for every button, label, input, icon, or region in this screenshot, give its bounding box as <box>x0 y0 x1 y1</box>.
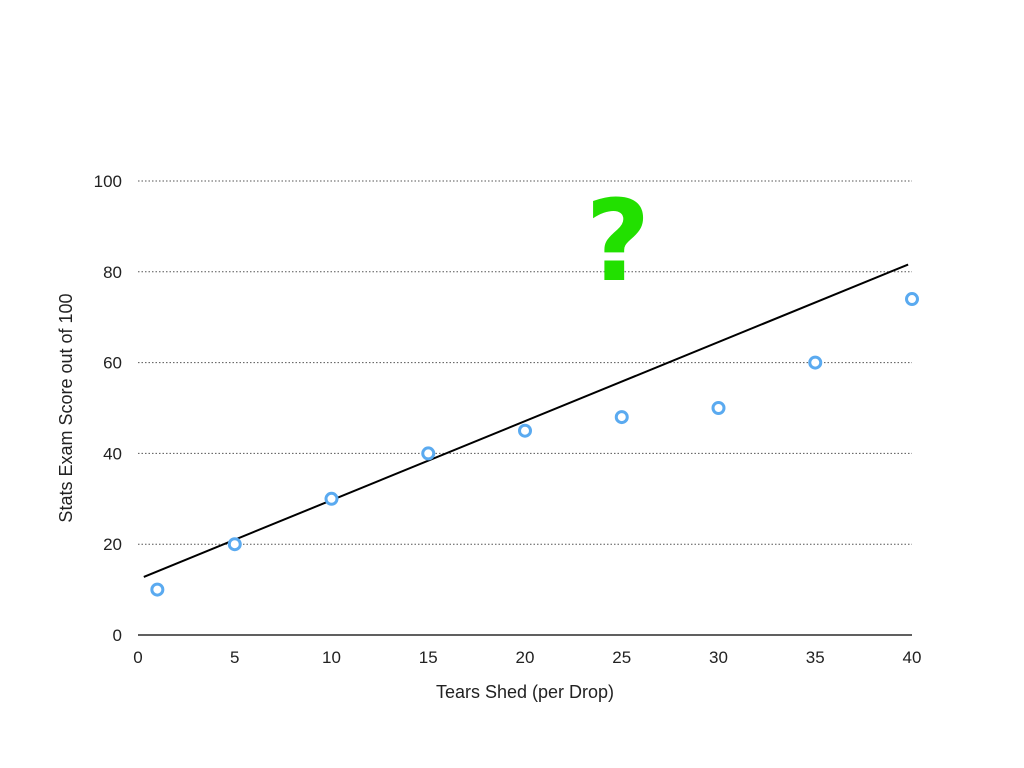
x-axis-title: Tears Shed (per Drop) <box>436 682 614 702</box>
x-tick-label: 15 <box>419 648 438 667</box>
data-point <box>324 491 339 506</box>
x-tick-label: 20 <box>516 648 535 667</box>
data-point <box>150 582 165 597</box>
y-axis-title: Stats Exam Score out of 100 <box>56 293 76 522</box>
question-mark-annotation: ? <box>585 177 650 307</box>
data-point <box>518 423 532 438</box>
x-tick-label: 35 <box>806 648 825 667</box>
x-tick-label: 5 <box>230 648 239 667</box>
data-point <box>227 537 242 552</box>
trend-line <box>143 263 909 578</box>
gridlines <box>138 180 912 545</box>
x-tick-label: 10 <box>322 648 341 667</box>
x-tick-label: 25 <box>612 648 631 667</box>
data-point <box>808 355 823 370</box>
data-point <box>905 292 919 307</box>
y-tick-label: 80 <box>103 263 122 282</box>
y-tick-label: 100 <box>94 172 122 191</box>
data-point <box>421 446 436 461</box>
x-tick-label: 30 <box>709 648 728 667</box>
y-tick-label: 60 <box>103 354 122 373</box>
y-tick-labels: 0 20 40 60 80 100 <box>94 172 122 645</box>
data-point <box>614 410 629 425</box>
x-tick-label: 40 <box>903 648 922 667</box>
data-points <box>150 292 919 597</box>
y-tick-label: 40 <box>103 444 122 463</box>
y-tick-label: 0 <box>113 626 122 645</box>
data-point <box>711 401 726 415</box>
y-tick-label: 20 <box>103 535 122 554</box>
x-tick-labels: 0 5 10 15 20 25 30 35 40 <box>133 648 921 667</box>
x-tick-label: 0 <box>133 648 142 667</box>
